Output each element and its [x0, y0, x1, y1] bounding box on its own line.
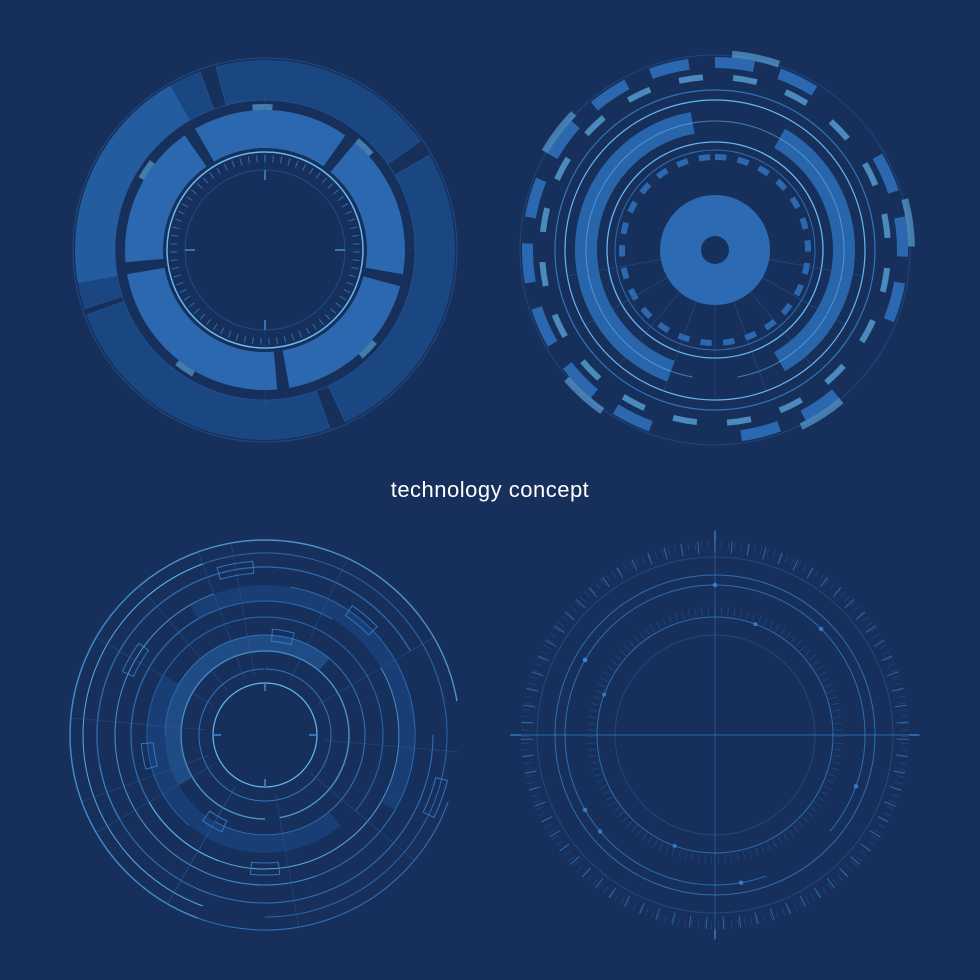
hud-a	[73, 58, 457, 442]
title-label: technology concept	[391, 477, 590, 503]
hud-d	[510, 530, 920, 940]
hud-b	[520, 51, 915, 445]
hud-c	[70, 540, 459, 930]
